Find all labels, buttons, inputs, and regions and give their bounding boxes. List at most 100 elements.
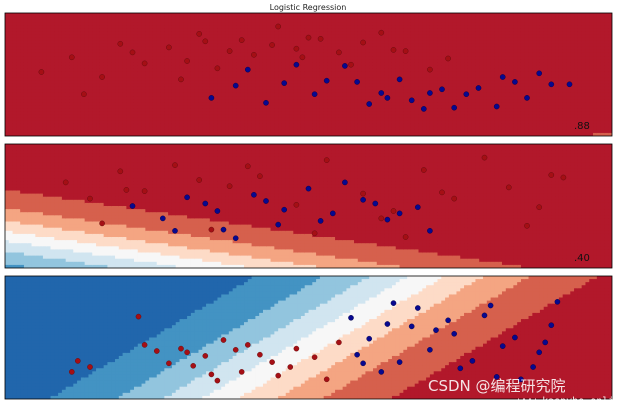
blue-point	[366, 335, 373, 342]
red-point	[38, 69, 45, 75]
blue-point	[342, 63, 348, 69]
blue-point	[159, 215, 166, 222]
blue-point	[329, 210, 336, 217]
blue-point	[384, 216, 391, 223]
subplot-frame	[4, 143, 613, 269]
red-point	[166, 44, 172, 51]
red-point	[69, 369, 75, 375]
accuracy-score: .88	[574, 121, 590, 132]
red-point	[311, 354, 318, 361]
red-point	[196, 31, 202, 37]
red-point	[69, 54, 75, 61]
blue-point	[305, 185, 312, 192]
blue-point	[244, 66, 251, 73]
red-point	[451, 195, 458, 202]
blue-point	[348, 314, 354, 321]
red-point	[166, 360, 172, 367]
blue-point	[263, 198, 269, 204]
subplot-1: .88	[4, 12, 613, 137]
red-point	[244, 342, 251, 348]
blue-point	[433, 327, 439, 333]
red-point	[208, 371, 215, 378]
blue-point	[414, 305, 421, 311]
red-point	[323, 376, 330, 383]
blue-point	[184, 194, 190, 201]
blue-point	[427, 346, 433, 353]
blue-point	[512, 79, 518, 85]
blue-point	[214, 208, 221, 214]
watermark-url: www.kaspyho.online	[518, 396, 622, 407]
blue-point	[360, 360, 366, 367]
blue-point	[463, 91, 470, 97]
red-point	[178, 76, 184, 83]
blue-point	[554, 298, 561, 305]
blue-point	[342, 179, 348, 186]
blue-point	[475, 85, 482, 91]
red-point	[257, 173, 263, 179]
blue-point	[469, 358, 476, 364]
blue-point	[457, 365, 464, 372]
red-point	[536, 204, 543, 210]
red-point	[129, 49, 136, 56]
red-point	[378, 29, 385, 36]
blue-point	[493, 374, 500, 380]
blue-point	[172, 227, 178, 234]
blue-point	[427, 90, 433, 96]
blue-point	[566, 81, 573, 88]
red-point	[427, 66, 433, 73]
red-point	[505, 184, 512, 191]
red-point	[117, 41, 124, 47]
red-point	[123, 187, 130, 193]
red-point	[87, 364, 93, 370]
red-point	[178, 345, 184, 352]
blue-point	[518, 376, 524, 383]
red-point	[348, 61, 354, 68]
blue-point	[487, 302, 494, 309]
red-point	[420, 167, 427, 173]
red-point	[269, 42, 275, 48]
blue-point	[378, 369, 385, 375]
blue-point	[408, 323, 415, 330]
red-point	[299, 54, 306, 61]
red-point	[293, 345, 300, 352]
blue-point	[427, 227, 433, 234]
subplot-frame	[4, 275, 613, 400]
blue-point	[414, 204, 421, 210]
blue-point	[232, 235, 239, 241]
red-point	[232, 346, 239, 353]
red-point	[390, 208, 397, 214]
red-point	[275, 23, 282, 30]
blue-point	[323, 77, 330, 84]
red-point	[184, 58, 190, 64]
red-point	[238, 37, 245, 43]
red-point	[117, 168, 124, 175]
blue-point	[499, 74, 506, 80]
blue-point	[360, 196, 366, 203]
red-point	[172, 162, 178, 168]
red-point	[445, 55, 451, 62]
blue-point	[208, 95, 215, 101]
subplot-3	[4, 275, 613, 400]
red-point	[87, 195, 93, 202]
red-point	[360, 39, 366, 46]
blue-point	[281, 206, 288, 213]
blue-point	[499, 343, 506, 349]
blue-point	[311, 91, 318, 97]
red-point	[481, 154, 488, 161]
red-point	[439, 189, 445, 196]
red-point	[190, 362, 196, 369]
red-point	[336, 49, 342, 56]
red-point	[202, 353, 209, 359]
blue-point	[524, 95, 530, 101]
blue-point	[408, 97, 415, 104]
red-point	[238, 369, 245, 375]
red-point	[81, 91, 87, 97]
red-point	[214, 377, 221, 384]
red-point	[196, 177, 202, 183]
blue-point	[439, 86, 445, 93]
red-point	[560, 174, 567, 181]
blue-point	[354, 351, 360, 358]
red-point	[378, 215, 385, 222]
blue-point	[384, 95, 391, 101]
